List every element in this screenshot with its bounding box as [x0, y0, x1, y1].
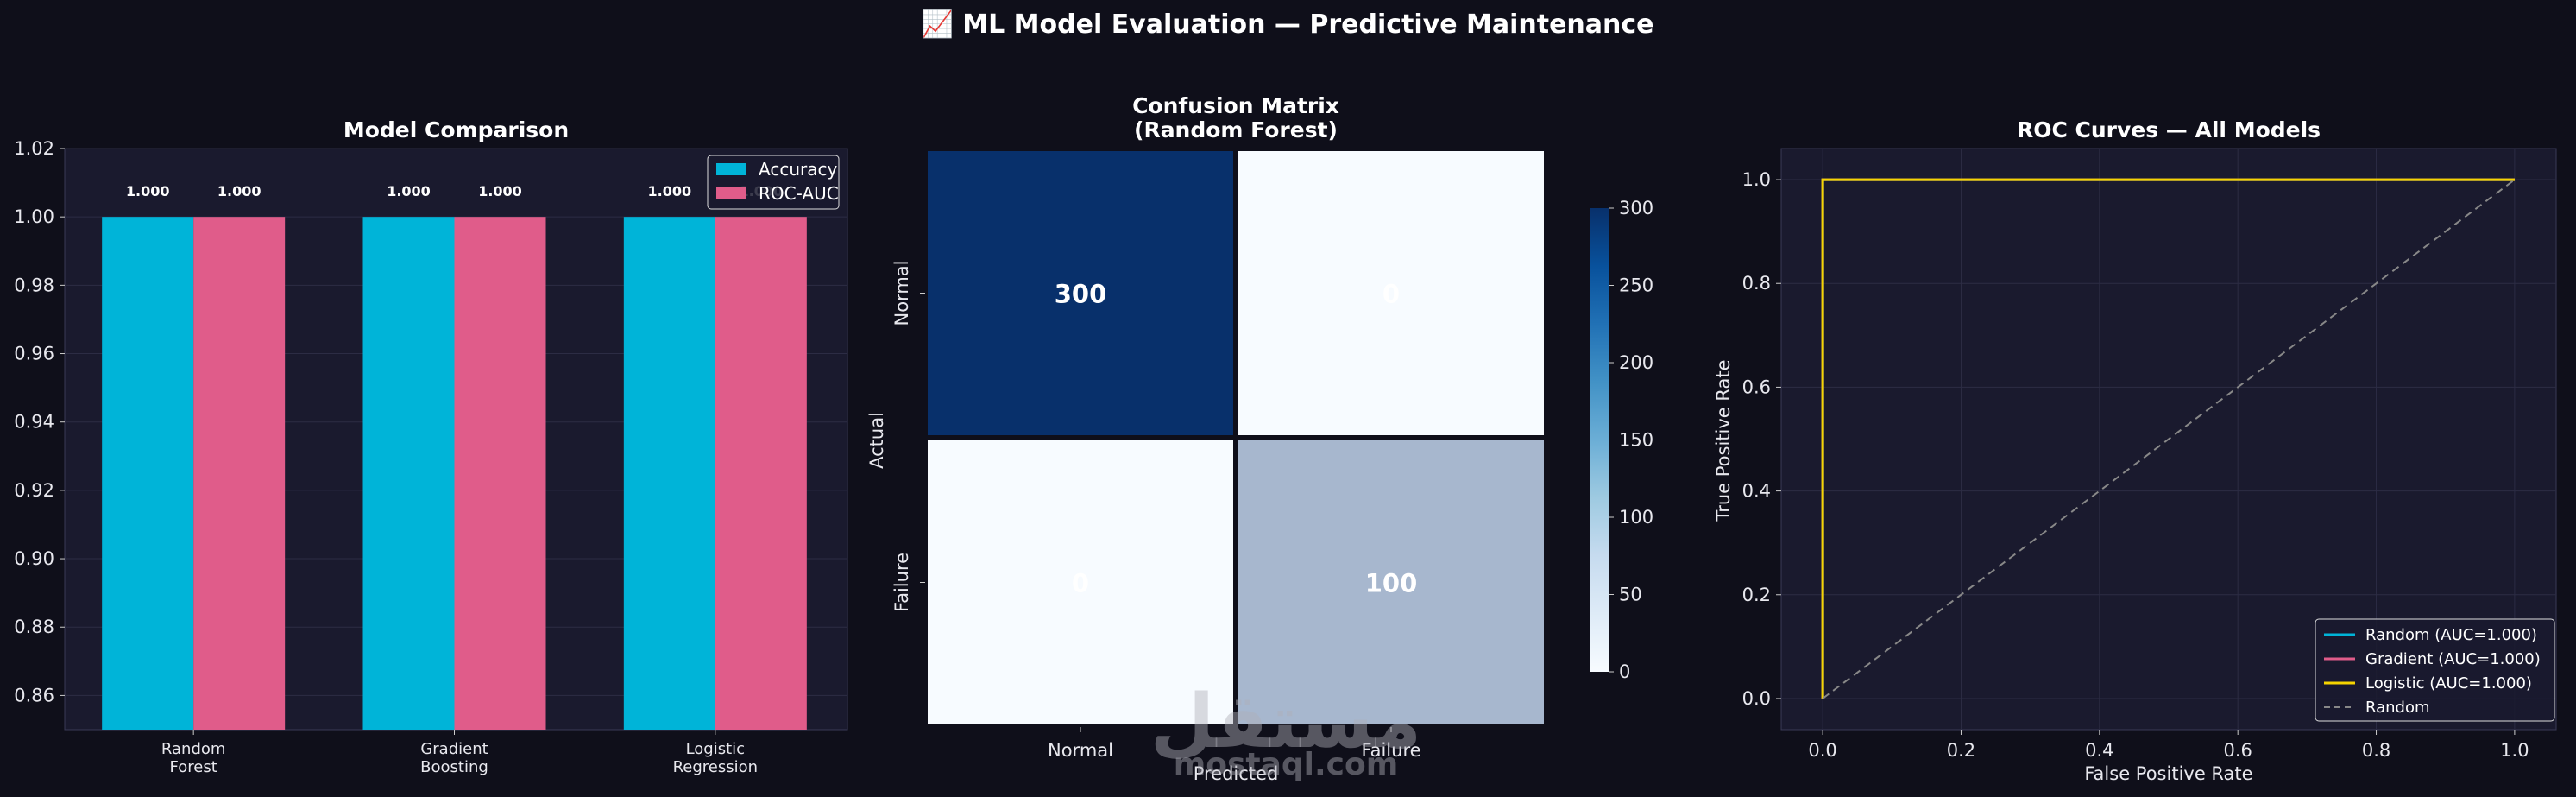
colorbar-tick-label: 250	[1619, 275, 1653, 296]
y-tick-label: 0.2	[1742, 585, 1771, 605]
y-tick-label: 0.0	[1742, 688, 1771, 709]
bar-value-label: 1.000	[387, 183, 431, 199]
colorbar-tick-label: 0	[1619, 661, 1630, 682]
bar-roc-auc-0	[193, 217, 286, 731]
y-tick-label: 0.88	[14, 617, 54, 637]
bar-value-label: 1.000	[478, 183, 522, 199]
bar-value-label: 1.000	[648, 183, 692, 199]
bar-accuracy-2	[623, 217, 715, 731]
bar-value-label: 1.000	[126, 183, 170, 199]
chart-title: ROC Curves — All Models	[2017, 117, 2321, 142]
legend-label: Random	[2365, 699, 2430, 717]
y-tick-label: 1.00	[14, 206, 54, 227]
legend-label: Random (AUC=1.000)	[2365, 626, 2537, 644]
x-tick-label: Normal	[1048, 740, 1113, 761]
y-tick-label: 1.0	[1742, 169, 1771, 190]
watermark-arabic: مستقل	[1150, 679, 1422, 765]
legend-label: Logistic (AUC=1.000)	[2365, 674, 2532, 693]
legend-label: Gradient (AUC=1.000)	[2365, 650, 2541, 668]
y-tick-label: Failure	[891, 553, 912, 612]
bar-accuracy-1	[362, 217, 455, 731]
chart-title: Confusion Matrix (Random Forest)	[1132, 93, 1339, 142]
roc-line-logistic	[1821, 178, 2515, 699]
x-tick-label: 0.6	[2223, 740, 2252, 761]
cm-cell-value: 0	[1382, 280, 1400, 309]
x-axis-label: Predicted	[1194, 763, 1279, 784]
y-tick-label: 0.96	[14, 344, 54, 364]
bar-value-label: 1.000	[217, 183, 261, 199]
bar-roc-auc-2	[715, 217, 807, 731]
colorbar-tick-label: 300	[1619, 198, 1653, 218]
x-tick-label: Failure	[1361, 740, 1420, 761]
confusion-matrix-chart: Confusion Matrix (Random Forest) 300 0 0 100 N…	[866, 93, 1653, 784]
x-tick-label: 1.0	[2500, 740, 2529, 761]
figure-title: 📈 ML Model Evaluation — Predictive Maint…	[921, 9, 1653, 40]
x-tick-label: 0.2	[1947, 740, 1975, 761]
x-tick-label: 0.4	[2085, 740, 2113, 761]
y-axis-label: True Positive Rate	[1713, 359, 1734, 522]
legend-box	[2315, 618, 2555, 722]
colorbar-tick-label: 200	[1619, 352, 1653, 373]
y-tick-label: 1.02	[14, 138, 54, 159]
y-tick-label: 0.86	[14, 685, 54, 705]
legend-swatch	[716, 187, 746, 199]
colorbar-tick-label: 50	[1619, 585, 1642, 605]
y-tick-label: Normal	[891, 261, 912, 326]
cm-cell-0-1	[1233, 146, 1549, 440]
x-tick-label: Gradient Boosting	[420, 740, 488, 776]
cm-cell-1-0	[923, 435, 1238, 730]
x-tick-label: 0.0	[1808, 740, 1836, 761]
y-tick-label: 0.6	[1742, 376, 1771, 397]
legend-swatch	[716, 163, 746, 175]
colorbar	[1590, 208, 1609, 672]
x-axis-label: False Positive Rate	[2084, 763, 2252, 784]
cm-cell-1-1	[1233, 435, 1549, 730]
watermark-latin: mostaql.com	[1174, 747, 1399, 782]
y-tick-label: 0.94	[14, 412, 54, 433]
cm-cell-value: 0	[1072, 569, 1089, 598]
y-tick-label: 0.8	[1742, 273, 1771, 294]
y-tick-label: 0.98	[14, 275, 54, 295]
cm-cell-0-0	[923, 146, 1238, 440]
legend-label: ROC-AUC	[759, 183, 839, 204]
y-axis-label: Actual	[866, 412, 887, 469]
x-tick-label: Random Forest	[161, 740, 226, 776]
colorbar-tick-label: 150	[1619, 430, 1653, 451]
x-tick-label: 0.8	[2362, 740, 2390, 761]
roc-curves-chart: ROC Curves — All Models 0.0 0.2 0.4 0.6 0.8 1.…	[1713, 117, 2557, 784]
cm-cell-value: 100	[1365, 569, 1418, 598]
roc-line-random-baseline	[1822, 179, 2516, 699]
legend-label: Accuracy	[759, 159, 837, 180]
y-tick-label: 0.4	[1742, 481, 1771, 502]
x-tick-label: Logistic Regression	[673, 740, 758, 776]
watermark: مستقل mostaql.com	[1150, 679, 1422, 782]
cm-cell-value: 300	[1055, 280, 1107, 309]
model-comparison-chart: Model Comparison 0.86 0.88 0.90 0.92 0.94 0.96…	[14, 117, 848, 776]
bar-roc-auc-1	[454, 217, 546, 731]
chart-title: Model Comparison	[343, 117, 569, 142]
bar-accuracy-0	[102, 217, 194, 731]
y-tick-label: 0.92	[14, 480, 54, 501]
colorbar-tick-label: 100	[1619, 507, 1653, 528]
y-tick-label: 0.90	[14, 548, 54, 569]
